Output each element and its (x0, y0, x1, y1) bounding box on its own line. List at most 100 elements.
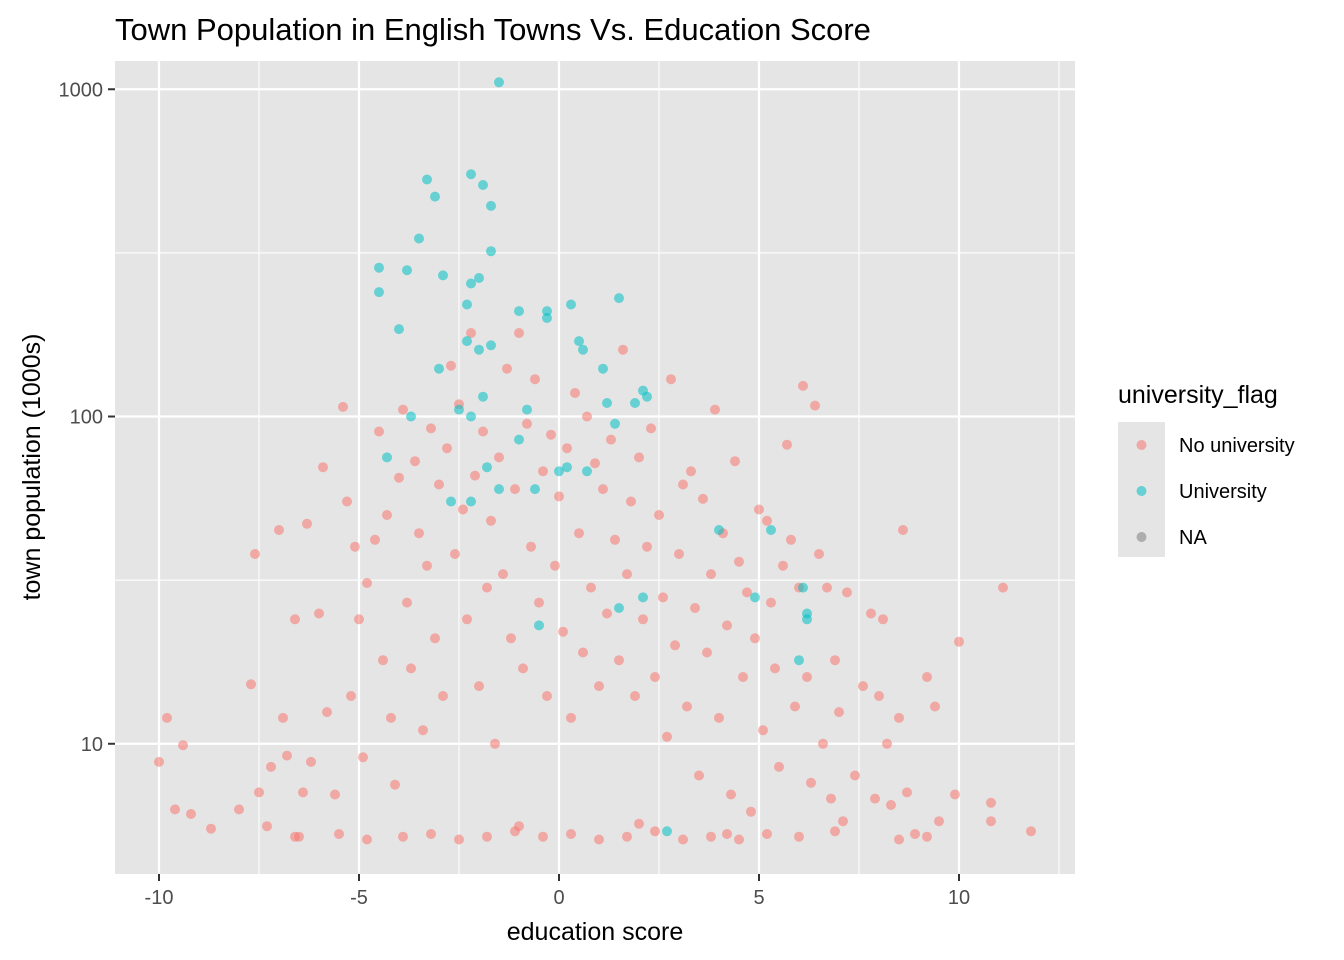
data-point-no-university (514, 821, 524, 832)
data-point-no-university (870, 793, 880, 804)
data-point-no-university (514, 328, 524, 338)
data-point-university (534, 620, 544, 631)
data-point-university (422, 174, 432, 185)
data-point-no-university (186, 809, 196, 819)
data-point-no-university (606, 434, 616, 445)
data-point-no-university (478, 426, 488, 437)
data-point-university (642, 391, 652, 402)
data-point-no-university (638, 614, 648, 625)
y-tick-label: 100 (70, 407, 103, 429)
data-point-no-university (722, 829, 732, 839)
data-point-no-university (954, 636, 964, 647)
data-point-no-university (570, 388, 580, 398)
data-point-university (474, 273, 484, 283)
data-point-no-university (726, 789, 736, 800)
data-point-university (462, 336, 472, 347)
data-point-no-university (866, 608, 876, 619)
data-point-no-university (358, 752, 368, 763)
legend-title: university_flag (1118, 381, 1278, 409)
data-point-no-university (842, 587, 852, 598)
data-point-no-university (762, 515, 772, 526)
data-point-no-university (770, 663, 780, 674)
x-tick-label: 0 (553, 887, 564, 909)
data-point-university (610, 418, 620, 429)
data-point-university (630, 398, 640, 408)
data-point-no-university (690, 603, 700, 613)
data-point-no-university (826, 793, 836, 804)
data-point-no-university (986, 797, 996, 808)
data-point-no-university (454, 834, 464, 845)
data-point-university (766, 525, 776, 535)
data-point-no-university (350, 541, 360, 552)
data-point-university (566, 299, 576, 310)
data-point-no-university (626, 496, 636, 507)
data-point-university (638, 592, 648, 603)
data-point-university (462, 299, 472, 310)
data-point-university (486, 200, 496, 211)
data-point-university (438, 270, 448, 281)
data-point-no-university (386, 712, 396, 723)
data-point-no-university (306, 756, 316, 767)
data-point-no-university (298, 787, 308, 798)
data-point-no-university (922, 831, 932, 842)
data-point-no-university (566, 712, 576, 723)
data-point-no-university (998, 582, 1008, 593)
data-point-no-university (922, 672, 932, 682)
data-point-no-university (486, 515, 496, 526)
data-point-university (514, 434, 524, 445)
data-point-no-university (442, 443, 452, 454)
data-point-no-university (594, 834, 604, 845)
data-point-no-university (754, 504, 764, 515)
data-point-no-university (566, 829, 576, 839)
data-point-university (394, 324, 404, 335)
data-point-university (714, 525, 724, 535)
data-point-no-university (410, 456, 420, 467)
data-point-no-university (798, 380, 808, 391)
data-point-no-university (662, 731, 672, 742)
data-point-no-university (558, 626, 568, 637)
data-point-no-university (746, 806, 756, 817)
data-point-no-university (374, 426, 384, 437)
data-point-university (578, 344, 588, 355)
data-point-university (662, 826, 672, 837)
data-point-no-university (438, 691, 448, 701)
legend-label: NA (1179, 527, 1207, 549)
data-point-no-university (850, 770, 860, 781)
data-point-no-university (818, 738, 828, 749)
x-tick-label: 10 (948, 887, 970, 909)
data-point-no-university (830, 826, 840, 837)
data-point-no-university (250, 549, 260, 559)
data-point-no-university (630, 691, 640, 701)
data-point-no-university (322, 707, 332, 718)
data-point-university (542, 306, 552, 317)
data-point-no-university (642, 541, 652, 552)
data-point-no-university (646, 423, 656, 434)
data-point-university (494, 77, 504, 88)
data-point-no-university (394, 472, 404, 483)
data-point-university (802, 614, 812, 625)
data-point-university (522, 404, 532, 415)
data-point-no-university (778, 560, 788, 571)
data-point-no-university (162, 712, 172, 723)
data-point-no-university (546, 429, 556, 440)
data-point-no-university (694, 770, 704, 781)
data-point-no-university (330, 789, 340, 800)
data-point-no-university (398, 404, 408, 415)
data-point-university (406, 411, 416, 422)
data-point-university (486, 340, 496, 351)
data-point-no-university (614, 655, 624, 666)
data-point-no-university (502, 363, 512, 374)
x-tick-label: 5 (753, 887, 764, 909)
data-point-no-university (338, 401, 348, 412)
data-point-no-university (246, 679, 256, 690)
data-point-no-university (526, 541, 536, 552)
data-point-no-university (510, 484, 520, 495)
data-point-university (562, 462, 572, 473)
data-point-university (554, 466, 564, 477)
y-tick-label: 1000 (59, 79, 104, 101)
data-point-no-university (342, 496, 352, 507)
data-point-no-university (430, 633, 440, 644)
data-point-no-university (314, 608, 324, 619)
data-point-no-university (290, 831, 300, 842)
